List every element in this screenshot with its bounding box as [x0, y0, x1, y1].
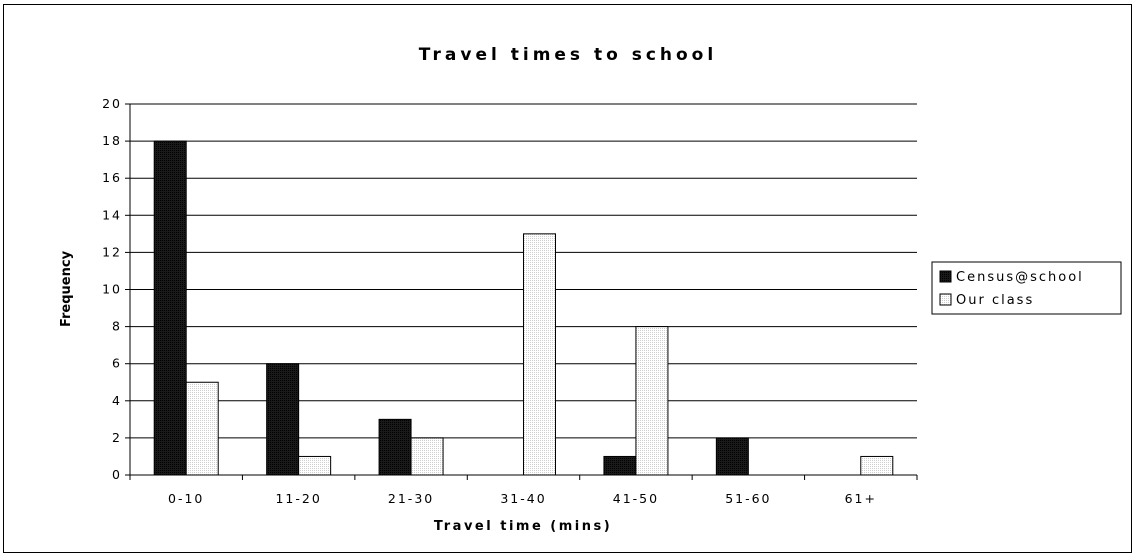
x-tick-label: 31-40 — [500, 491, 546, 506]
y-tick-label: 4 — [112, 393, 122, 408]
x-tick-label: 11-20 — [275, 491, 321, 506]
bar-our-class-31-40 — [523, 233, 556, 476]
y-tick-label: 14 — [102, 207, 122, 222]
bars — [153, 140, 894, 476]
bar-our-class-21-30 — [410, 437, 444, 476]
y-tick-label: 2 — [112, 430, 122, 445]
axes — [125, 103, 918, 480]
x-tick-label: 0-10 — [168, 491, 204, 506]
legend-label-census: Census@school — [956, 270, 1084, 285]
bar-census-school-0-10 — [153, 140, 187, 476]
bar-census-school-11-20 — [266, 363, 300, 476]
x-tick-labels: 0-10 11-20 21-30 31-40 41-50 51-60 61+ — [168, 491, 877, 506]
y-tick-labels: 0 2 4 6 8 10 12 14 16 18 20 — [102, 96, 122, 482]
bar-our-class-61 — [860, 455, 894, 476]
bar-our-class-0-10 — [185, 381, 219, 476]
x-tick-label: 21-30 — [388, 491, 434, 506]
bar-our-class-41-50 — [635, 326, 669, 476]
y-tick-label: 16 — [102, 170, 122, 185]
y-axis-label: Frequency — [59, 250, 74, 327]
x-tick-label: 51-60 — [725, 491, 771, 506]
legend-swatch-census — [939, 270, 952, 283]
bar-our-class-11-20 — [298, 455, 332, 476]
y-tick-label: 18 — [102, 133, 122, 148]
y-tick-label: 10 — [102, 282, 122, 297]
y-tick-label: 20 — [102, 96, 122, 111]
x-tick-label: 41-50 — [613, 491, 659, 506]
legend-box — [931, 261, 1122, 315]
bar-census-school-41-50 — [603, 455, 637, 476]
legend: Census@school Our class — [931, 261, 1122, 315]
legend-swatch-our-class — [939, 293, 952, 306]
y-tick-label: 12 — [102, 244, 122, 259]
bar-census-school-21-30 — [378, 418, 412, 476]
bar-census-school-51-60 — [715, 437, 749, 476]
x-axis-label: Travel time (mins) — [434, 519, 612, 534]
gridlines — [130, 103, 917, 439]
chart-title: Travel times to school — [419, 45, 717, 65]
legend-label-our-class: Our class — [956, 293, 1034, 308]
y-tick-label: 6 — [112, 356, 122, 371]
y-tick-label: 8 — [112, 319, 122, 334]
y-tick-label: 0 — [112, 467, 122, 482]
x-tick-label: 61+ — [845, 491, 877, 506]
